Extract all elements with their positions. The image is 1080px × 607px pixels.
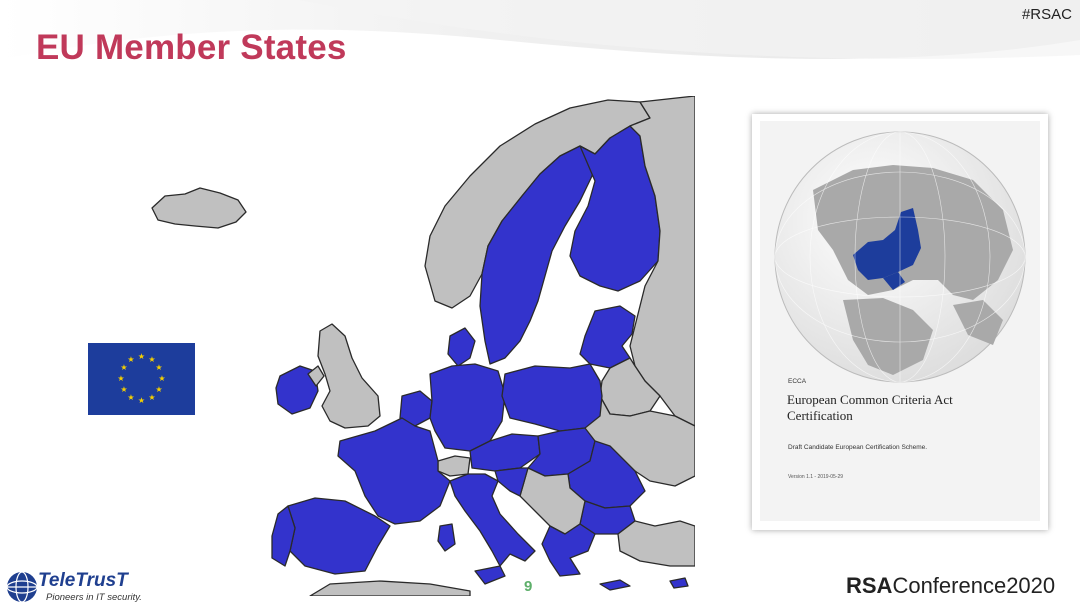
page-number: 9 [524, 578, 533, 595]
document-title: European Common Criteria Act Certificati… [787, 392, 953, 423]
svg-text:★: ★ [120, 363, 127, 372]
svg-text:★: ★ [148, 355, 155, 364]
conference-brand: RSA [846, 573, 893, 598]
document-kicker: ECCA [788, 378, 807, 385]
svg-text:★: ★ [120, 385, 127, 394]
conference-logo: RSAConference2020 [846, 573, 1055, 599]
svg-text:★: ★ [127, 355, 134, 364]
teletrust-logo [6, 571, 38, 603]
org-name: TeleTrusT [38, 570, 128, 591]
svg-text:★: ★ [138, 396, 145, 405]
eu-flag: ★ ★ ★ ★ ★ ★ ★ ★ ★ ★ ★ ★ [88, 343, 195, 415]
svg-text:★: ★ [158, 374, 165, 383]
header-swoosh [0, 0, 1080, 60]
svg-text:★: ★ [127, 393, 134, 402]
svg-text:★: ★ [138, 352, 145, 361]
conference-name: Conference2020 [892, 573, 1056, 598]
slide-title: EU Member States [36, 28, 347, 67]
org-tagline: Pioneers in IT security. [46, 592, 142, 603]
svg-text:★: ★ [148, 393, 155, 402]
globe-icon [774, 131, 1026, 383]
europe-map [151, 96, 695, 596]
document-version: Version 1.1 - 2019-05-29 [788, 474, 844, 480]
hashtag: #RSAC [1021, 6, 1072, 23]
svg-text:★: ★ [155, 363, 162, 372]
svg-text:★: ★ [117, 374, 124, 383]
svg-text:★: ★ [155, 385, 162, 394]
document-subtitle: Draft Candidate European Certification S… [788, 444, 928, 451]
